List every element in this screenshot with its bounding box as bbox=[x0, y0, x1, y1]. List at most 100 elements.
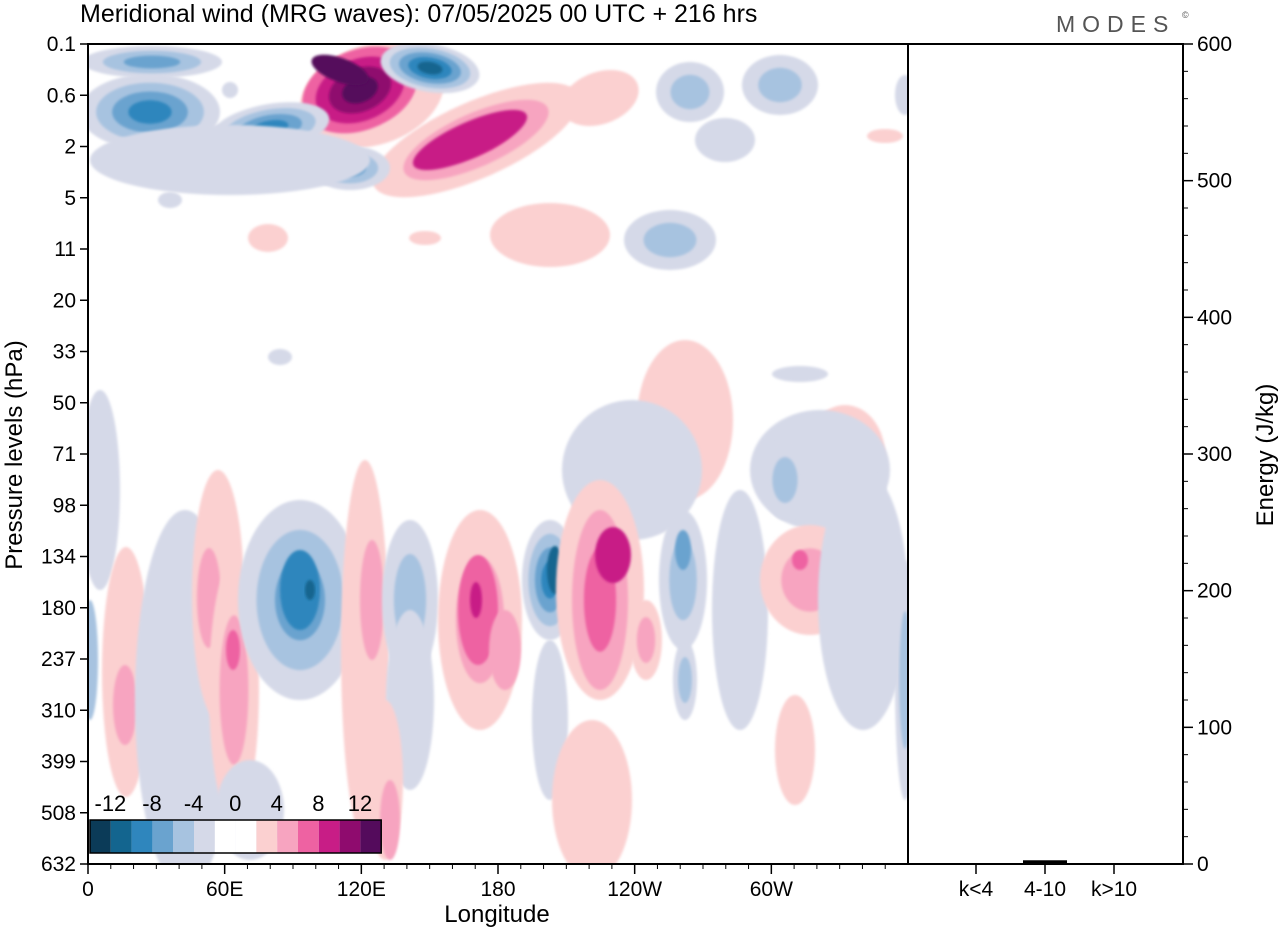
colorbar-swatch bbox=[235, 820, 257, 853]
contour-region bbox=[311, 54, 369, 86]
contour-region bbox=[489, 610, 521, 690]
energy-tick-label: 300 bbox=[1197, 443, 1232, 466]
longitude-axis: 0 60E 120E 180 120W 60W bbox=[82, 864, 886, 901]
pressure-tick-label: 508 bbox=[41, 802, 76, 825]
contour-region bbox=[643, 222, 697, 258]
contour-region bbox=[695, 118, 755, 162]
contour-region bbox=[90, 125, 370, 195]
colorbar-label: -12 bbox=[95, 791, 127, 816]
contour-region bbox=[305, 580, 315, 600]
contour-region bbox=[899, 611, 908, 749]
contour-region bbox=[867, 129, 903, 143]
longitude-tick-label: 120E bbox=[337, 878, 386, 901]
energy-tick-label: 0 bbox=[1197, 853, 1209, 876]
contour-region bbox=[712, 490, 768, 730]
colorbar-swatch bbox=[194, 820, 215, 853]
contour-region bbox=[158, 192, 182, 208]
contour-region bbox=[380, 780, 400, 860]
contour-region bbox=[123, 55, 181, 69]
energy-bar bbox=[1092, 863, 1136, 864]
energy-frame bbox=[907, 43, 1184, 865]
colorbar-swatch bbox=[110, 820, 132, 853]
pressure-tick-label: 237 bbox=[41, 648, 76, 671]
colorbar-swatch bbox=[214, 820, 236, 853]
wavenumber-tick-label: k>10 bbox=[1091, 878, 1137, 901]
energy-bar bbox=[1023, 860, 1067, 864]
contour-region bbox=[280, 550, 320, 630]
contour-region bbox=[792, 550, 808, 570]
pressure-tick-label: 98 bbox=[53, 494, 76, 517]
contour-region bbox=[675, 530, 691, 570]
pressure-tick-label: 0.1 bbox=[47, 33, 76, 56]
y-axis-title: Pressure levels (hPa) bbox=[1, 340, 28, 569]
energy-tick-label: 500 bbox=[1197, 170, 1232, 193]
pressure-tick-label: 71 bbox=[53, 443, 76, 466]
energy-tick-label: 100 bbox=[1197, 716, 1232, 739]
colorbar-swatch bbox=[173, 820, 194, 853]
contour-region bbox=[113, 665, 137, 745]
contour-region bbox=[490, 203, 610, 267]
pressure-tick-label: 310 bbox=[41, 699, 76, 722]
heatmap-panel bbox=[87, 43, 909, 865]
contour-region bbox=[412, 109, 528, 171]
longitude-tick-label: 120W bbox=[607, 878, 662, 901]
wavenumber-tick-label: k<4 bbox=[959, 878, 994, 901]
energy-bars bbox=[954, 860, 1136, 864]
longitude-tick-label: 0 bbox=[82, 878, 94, 901]
contour-region bbox=[678, 657, 692, 703]
pressure-axis: 0.1 0.6 2 5 11 20 33 50 71 98 134 180 237 310 399 508 63… bbox=[41, 33, 88, 876]
contour-region bbox=[268, 349, 292, 365]
pressure-tick-label: 180 bbox=[41, 597, 76, 620]
wavenumber-axis: k<4 4-10 k>10 bbox=[959, 864, 1137, 901]
colorbar-frame bbox=[89, 819, 382, 854]
contour-region bbox=[818, 470, 908, 730]
logo-text: MODES bbox=[1056, 11, 1175, 37]
pressure-tick-label: 33 bbox=[53, 341, 76, 364]
contour-region bbox=[895, 75, 908, 115]
contour-region bbox=[561, 69, 639, 127]
x-axis-title: Longitude bbox=[444, 901, 549, 928]
contour-region bbox=[248, 224, 288, 252]
contour-region bbox=[88, 390, 120, 590]
contour-fields bbox=[88, 44, 908, 864]
colorbar-swatch bbox=[90, 820, 111, 853]
contour-region bbox=[360, 540, 384, 660]
contour-region bbox=[552, 720, 632, 864]
colorbar-swatch bbox=[152, 820, 174, 853]
energy-tick-label: 600 bbox=[1197, 33, 1232, 56]
colorbar-label: -4 bbox=[184, 791, 204, 816]
colorbar-swatch bbox=[256, 820, 278, 853]
colorbar-swatch bbox=[339, 820, 361, 853]
longitude-tick-label: 180 bbox=[480, 878, 515, 901]
contour-region bbox=[636, 617, 656, 663]
colorbar-label: -8 bbox=[142, 791, 162, 816]
contour-region bbox=[758, 67, 802, 103]
contour-region bbox=[409, 231, 441, 245]
energy-bar bbox=[954, 863, 998, 864]
contour-region bbox=[88, 600, 98, 720]
energy-axis: 0 100 200 300 400 500 600 bbox=[1183, 33, 1232, 876]
contour-region bbox=[226, 630, 240, 670]
longitude-tick-label: 60E bbox=[206, 878, 243, 901]
pressure-tick-label: 632 bbox=[41, 853, 76, 876]
contour-region bbox=[670, 74, 710, 110]
colorbar-swatch bbox=[360, 820, 382, 853]
colorbar-label: 12 bbox=[348, 791, 372, 816]
energy-tick-label: 400 bbox=[1197, 306, 1232, 329]
pressure-tick-label: 0.6 bbox=[47, 84, 76, 107]
contour-region bbox=[128, 100, 172, 124]
pressure-tick-label: 399 bbox=[41, 751, 76, 774]
pressure-tick-label: 20 bbox=[53, 289, 76, 312]
colorbar-label: 4 bbox=[271, 791, 283, 816]
energy-tick-label: 200 bbox=[1197, 580, 1232, 603]
pressure-tick-label: 50 bbox=[53, 392, 76, 415]
modes-logo: MODES © bbox=[1056, 10, 1189, 37]
colorbar-label: 8 bbox=[312, 791, 324, 816]
colorbar-swatch bbox=[298, 820, 319, 853]
pressure-tick-label: 2 bbox=[64, 136, 76, 159]
colorbar-label: 0 bbox=[229, 791, 241, 816]
colorbar-swatch bbox=[131, 820, 153, 853]
contour-region bbox=[772, 457, 798, 503]
contour-region bbox=[417, 61, 443, 75]
